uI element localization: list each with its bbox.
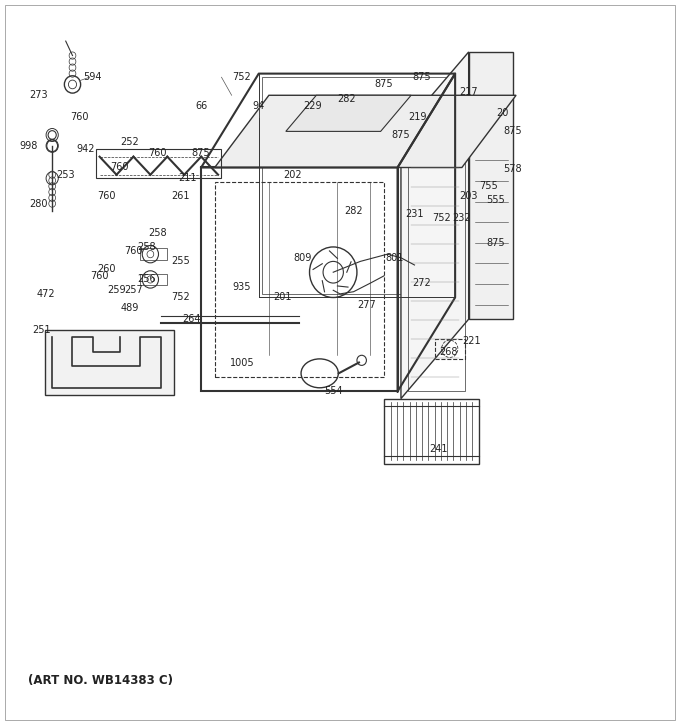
Text: 257: 257 (124, 285, 143, 295)
Bar (140, 273, 167, 285)
Text: 232: 232 (453, 213, 471, 223)
Bar (215, 182, 384, 377)
Text: 594: 594 (84, 72, 102, 82)
Text: 752: 752 (171, 292, 190, 302)
Text: 231: 231 (405, 210, 424, 220)
Text: 554: 554 (324, 386, 343, 397)
Text: 203: 203 (460, 191, 478, 202)
Text: 752: 752 (233, 72, 251, 82)
Text: 760: 760 (97, 191, 116, 202)
Text: 282: 282 (337, 94, 356, 104)
Text: 241: 241 (429, 444, 447, 454)
Polygon shape (286, 95, 411, 131)
Polygon shape (469, 52, 513, 319)
Text: 578: 578 (503, 164, 522, 174)
Text: 253: 253 (56, 170, 75, 180)
Polygon shape (401, 52, 469, 399)
Text: 875: 875 (412, 72, 430, 82)
Text: 272: 272 (412, 278, 430, 288)
Text: 760: 760 (70, 112, 88, 122)
Text: 935: 935 (233, 282, 251, 291)
Text: 252: 252 (120, 137, 139, 147)
Text: 755: 755 (479, 181, 498, 191)
Text: 760: 760 (90, 271, 109, 281)
Text: 801: 801 (385, 253, 403, 262)
Text: 221: 221 (463, 336, 481, 346)
Text: 260: 260 (97, 264, 116, 273)
Text: 752: 752 (432, 213, 451, 223)
Text: 229: 229 (303, 101, 322, 111)
Bar (408, 146, 465, 392)
Bar (201, 167, 398, 392)
Text: 282: 282 (344, 206, 363, 216)
Text: 255: 255 (171, 257, 190, 266)
Bar (435, 339, 465, 359)
Text: 875: 875 (392, 130, 410, 140)
Bar (384, 399, 479, 463)
Text: 555: 555 (486, 195, 505, 205)
Text: 472: 472 (36, 289, 54, 299)
Text: 258: 258 (148, 228, 167, 238)
Bar (46, 330, 174, 395)
Text: 211: 211 (178, 173, 197, 183)
Text: 66: 66 (195, 101, 207, 111)
Text: 273: 273 (29, 91, 48, 100)
Text: (ART NO. WB14383 C): (ART NO. WB14383 C) (29, 674, 173, 687)
Text: 760: 760 (148, 148, 167, 158)
Text: 760: 760 (124, 246, 143, 255)
Text: 875: 875 (192, 148, 211, 158)
Text: 259: 259 (107, 285, 126, 295)
Bar (262, 78, 455, 294)
Text: 998: 998 (19, 141, 37, 151)
Text: 809: 809 (294, 253, 312, 262)
Text: 258: 258 (137, 242, 156, 252)
Text: 256: 256 (137, 275, 156, 284)
Text: 94: 94 (252, 101, 265, 111)
Bar (96, 149, 222, 178)
Text: 251: 251 (33, 325, 51, 335)
Text: 20: 20 (496, 108, 509, 118)
Bar (140, 249, 167, 260)
Text: 489: 489 (121, 303, 139, 313)
Text: 875: 875 (375, 80, 393, 89)
Text: 277: 277 (358, 299, 377, 310)
Polygon shape (215, 95, 516, 167)
Text: 219: 219 (409, 112, 427, 122)
Text: 202: 202 (284, 170, 302, 180)
Text: 942: 942 (77, 144, 95, 154)
Text: 760: 760 (111, 162, 129, 173)
Text: 201: 201 (273, 292, 292, 302)
Text: 217: 217 (460, 87, 478, 96)
Text: 261: 261 (171, 191, 190, 202)
Text: 875: 875 (503, 126, 522, 136)
Text: 875: 875 (486, 239, 505, 249)
Text: 268: 268 (439, 347, 458, 357)
Text: 280: 280 (29, 199, 48, 209)
Text: 1005: 1005 (229, 357, 254, 368)
Text: 264: 264 (182, 314, 201, 324)
